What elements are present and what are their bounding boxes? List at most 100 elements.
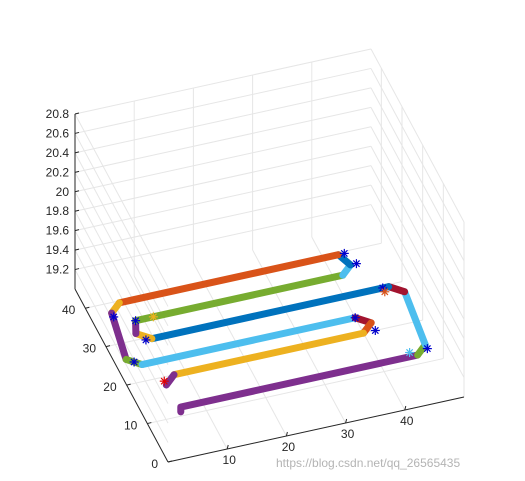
y-tick-labels: 0 10 20 30 40 bbox=[62, 303, 158, 471]
grid-line-z-wall bbox=[74, 165, 372, 232]
y-tick-label: 20 bbox=[103, 380, 117, 394]
y-tick-label: 40 bbox=[62, 303, 76, 317]
path-segment bbox=[132, 271, 347, 325]
grid-line-x bbox=[133, 275, 228, 450]
watermark-text: https://blog.csdn.net/qq_26565435 bbox=[276, 456, 460, 470]
waypoint-marker-stroke bbox=[423, 345, 431, 353]
y-tick-label: 0 bbox=[151, 457, 158, 471]
z-tick-mark bbox=[74, 209, 80, 212]
path-segment bbox=[162, 371, 178, 389]
waypoint-marker bbox=[422, 344, 432, 354]
grid-line-z-side bbox=[370, 204, 465, 378]
waypoint-marker bbox=[380, 287, 390, 297]
x-tick-mark bbox=[226, 444, 229, 450]
waypoint-marker-stroke bbox=[132, 317, 140, 325]
x-axis-line bbox=[167, 396, 465, 463]
x-tick-mark bbox=[404, 405, 407, 411]
grid-line-z-side bbox=[370, 184, 465, 359]
x-tick-label: 30 bbox=[341, 427, 355, 441]
waypoint-marker-stroke bbox=[351, 314, 359, 322]
waypoint-marker-stroke bbox=[149, 313, 157, 321]
grid-line-z-wall bbox=[74, 48, 372, 115]
grid-line-z-wall bbox=[74, 67, 372, 134]
grid-line-z-wall bbox=[74, 145, 372, 212]
z-tick-label: 19.6 bbox=[46, 224, 70, 238]
axes-grid bbox=[74, 48, 465, 463]
waypoint-marker-stroke bbox=[406, 348, 414, 357]
y-tick-mark bbox=[105, 345, 111, 348]
grid-line-z-left bbox=[74, 133, 169, 307]
y-tick-mark bbox=[147, 422, 152, 425]
path-segment bbox=[138, 314, 359, 369]
grid-line-z-left bbox=[74, 210, 169, 385]
grid-line-z-side bbox=[370, 107, 465, 281]
z-tick-label: 19.2 bbox=[46, 263, 70, 277]
z-tick-label: 19.4 bbox=[46, 243, 70, 257]
z-tick-mark bbox=[74, 112, 80, 115]
path-segment bbox=[148, 283, 393, 343]
waypoint-markers bbox=[109, 248, 432, 386]
grid-line-z-left bbox=[74, 113, 169, 288]
y-tick-mark bbox=[126, 383, 131, 386]
z-tick-label: 20 bbox=[56, 185, 70, 199]
x-tick-label: 10 bbox=[223, 453, 237, 467]
x-tick-mark bbox=[345, 418, 348, 424]
z-tick-mark bbox=[74, 170, 80, 173]
grid-line-z-side bbox=[370, 165, 465, 339]
grid-line-x bbox=[252, 249, 347, 424]
waypoint-marker-stroke bbox=[130, 358, 138, 366]
grid-line-z-wall bbox=[74, 126, 372, 193]
waypoint-marker bbox=[141, 335, 151, 345]
path-series bbox=[108, 251, 429, 416]
waypoint-marker bbox=[370, 326, 380, 336]
y-tick-mark bbox=[85, 306, 90, 309]
grid-line-z-wall bbox=[74, 87, 372, 154]
x-tick-label: 20 bbox=[282, 440, 296, 454]
x-tick-labels: 10 20 30 40 bbox=[223, 414, 414, 467]
grid-line-x bbox=[192, 262, 287, 437]
z-tick-label: 20.6 bbox=[46, 126, 70, 140]
waypoint-marker-stroke bbox=[160, 377, 168, 385]
waypoint-marker bbox=[131, 316, 141, 326]
waypoint-marker-stroke bbox=[110, 313, 118, 321]
z-tick-label: 20.8 bbox=[46, 107, 70, 121]
z-tick-mark bbox=[74, 268, 80, 271]
y-axis-line bbox=[74, 288, 169, 463]
waypoint-marker-stroke bbox=[142, 336, 150, 344]
grid-line-y bbox=[147, 358, 444, 425]
y-tick-label: 10 bbox=[124, 419, 138, 433]
grid-line-z-left bbox=[74, 230, 169, 404]
path-segment bbox=[401, 288, 429, 349]
waypoint-marker bbox=[339, 248, 349, 258]
grid-line-z-side bbox=[370, 48, 465, 223]
grid-line-z-side bbox=[370, 68, 465, 242]
waypoint-marker-stroke bbox=[371, 326, 379, 335]
grid-line-z-side bbox=[370, 145, 465, 320]
z-tick-label: 20.2 bbox=[46, 165, 70, 179]
x-tick-label: 40 bbox=[400, 414, 414, 428]
z-tick-mark bbox=[74, 248, 80, 251]
grid-line-z-wall bbox=[74, 184, 372, 251]
waypoint-marker-stroke bbox=[352, 260, 361, 268]
z-tick-mark bbox=[74, 151, 80, 154]
waypoint-marker-stroke bbox=[340, 249, 348, 257]
waypoint-marker bbox=[351, 259, 361, 269]
z-tick-mark bbox=[74, 229, 80, 232]
z-tick-label: 19.8 bbox=[46, 204, 70, 218]
waypoint-marker bbox=[129, 357, 139, 367]
path-segment bbox=[115, 251, 342, 307]
waypoint-marker bbox=[350, 313, 360, 323]
grid-line-x bbox=[311, 236, 406, 411]
waypoint-marker-stroke bbox=[381, 288, 389, 296]
waypoint-marker-stroke bbox=[379, 284, 387, 292]
waypoint-marker bbox=[109, 312, 119, 322]
grid-line-z-wall bbox=[74, 204, 372, 271]
axes-box bbox=[74, 112, 465, 463]
path-segment bbox=[170, 329, 367, 379]
grid-line-z-side bbox=[370, 126, 465, 301]
grid-line-z-side bbox=[370, 87, 465, 262]
grid-line-z-wall bbox=[74, 106, 372, 173]
z-tick-mark bbox=[74, 190, 80, 193]
